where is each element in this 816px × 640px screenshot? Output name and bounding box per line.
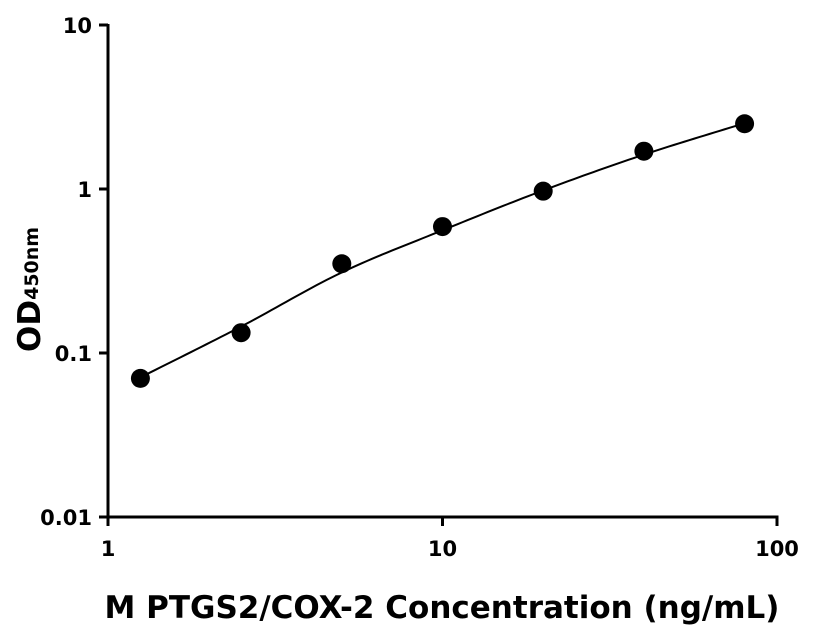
x-axis-label: M PTGS2/COX-2 Concentration (ng/mL) bbox=[105, 590, 780, 626]
x-tick-label: 1 bbox=[101, 537, 116, 561]
x-axis-ticks: 1 10 100 bbox=[101, 517, 799, 561]
y-tick-label: 0.1 bbox=[55, 342, 92, 366]
y-tick-label: 1 bbox=[77, 178, 92, 202]
y-axis-label: OD450nm bbox=[12, 227, 48, 352]
y-tick-label: 10 bbox=[63, 14, 92, 38]
data-point bbox=[735, 114, 755, 134]
data-point bbox=[231, 323, 251, 343]
data-point bbox=[634, 141, 654, 161]
data-point bbox=[332, 254, 352, 274]
data-point bbox=[533, 181, 553, 201]
y-axis-label-subscript: 450nm bbox=[21, 227, 43, 300]
x-tick-label: 100 bbox=[755, 537, 799, 561]
data-point bbox=[433, 217, 452, 237]
y-tick-label: 0.01 bbox=[40, 506, 92, 530]
fit-curve bbox=[139, 122, 745, 379]
x-tick-label: 10 bbox=[428, 537, 457, 561]
data-points bbox=[130, 114, 755, 388]
y-axis-ticks: 0.01 0.1 1 10 bbox=[40, 14, 108, 530]
data-point bbox=[130, 368, 150, 388]
y-axis-label-main: OD bbox=[12, 300, 48, 352]
axes bbox=[106, 24, 779, 519]
